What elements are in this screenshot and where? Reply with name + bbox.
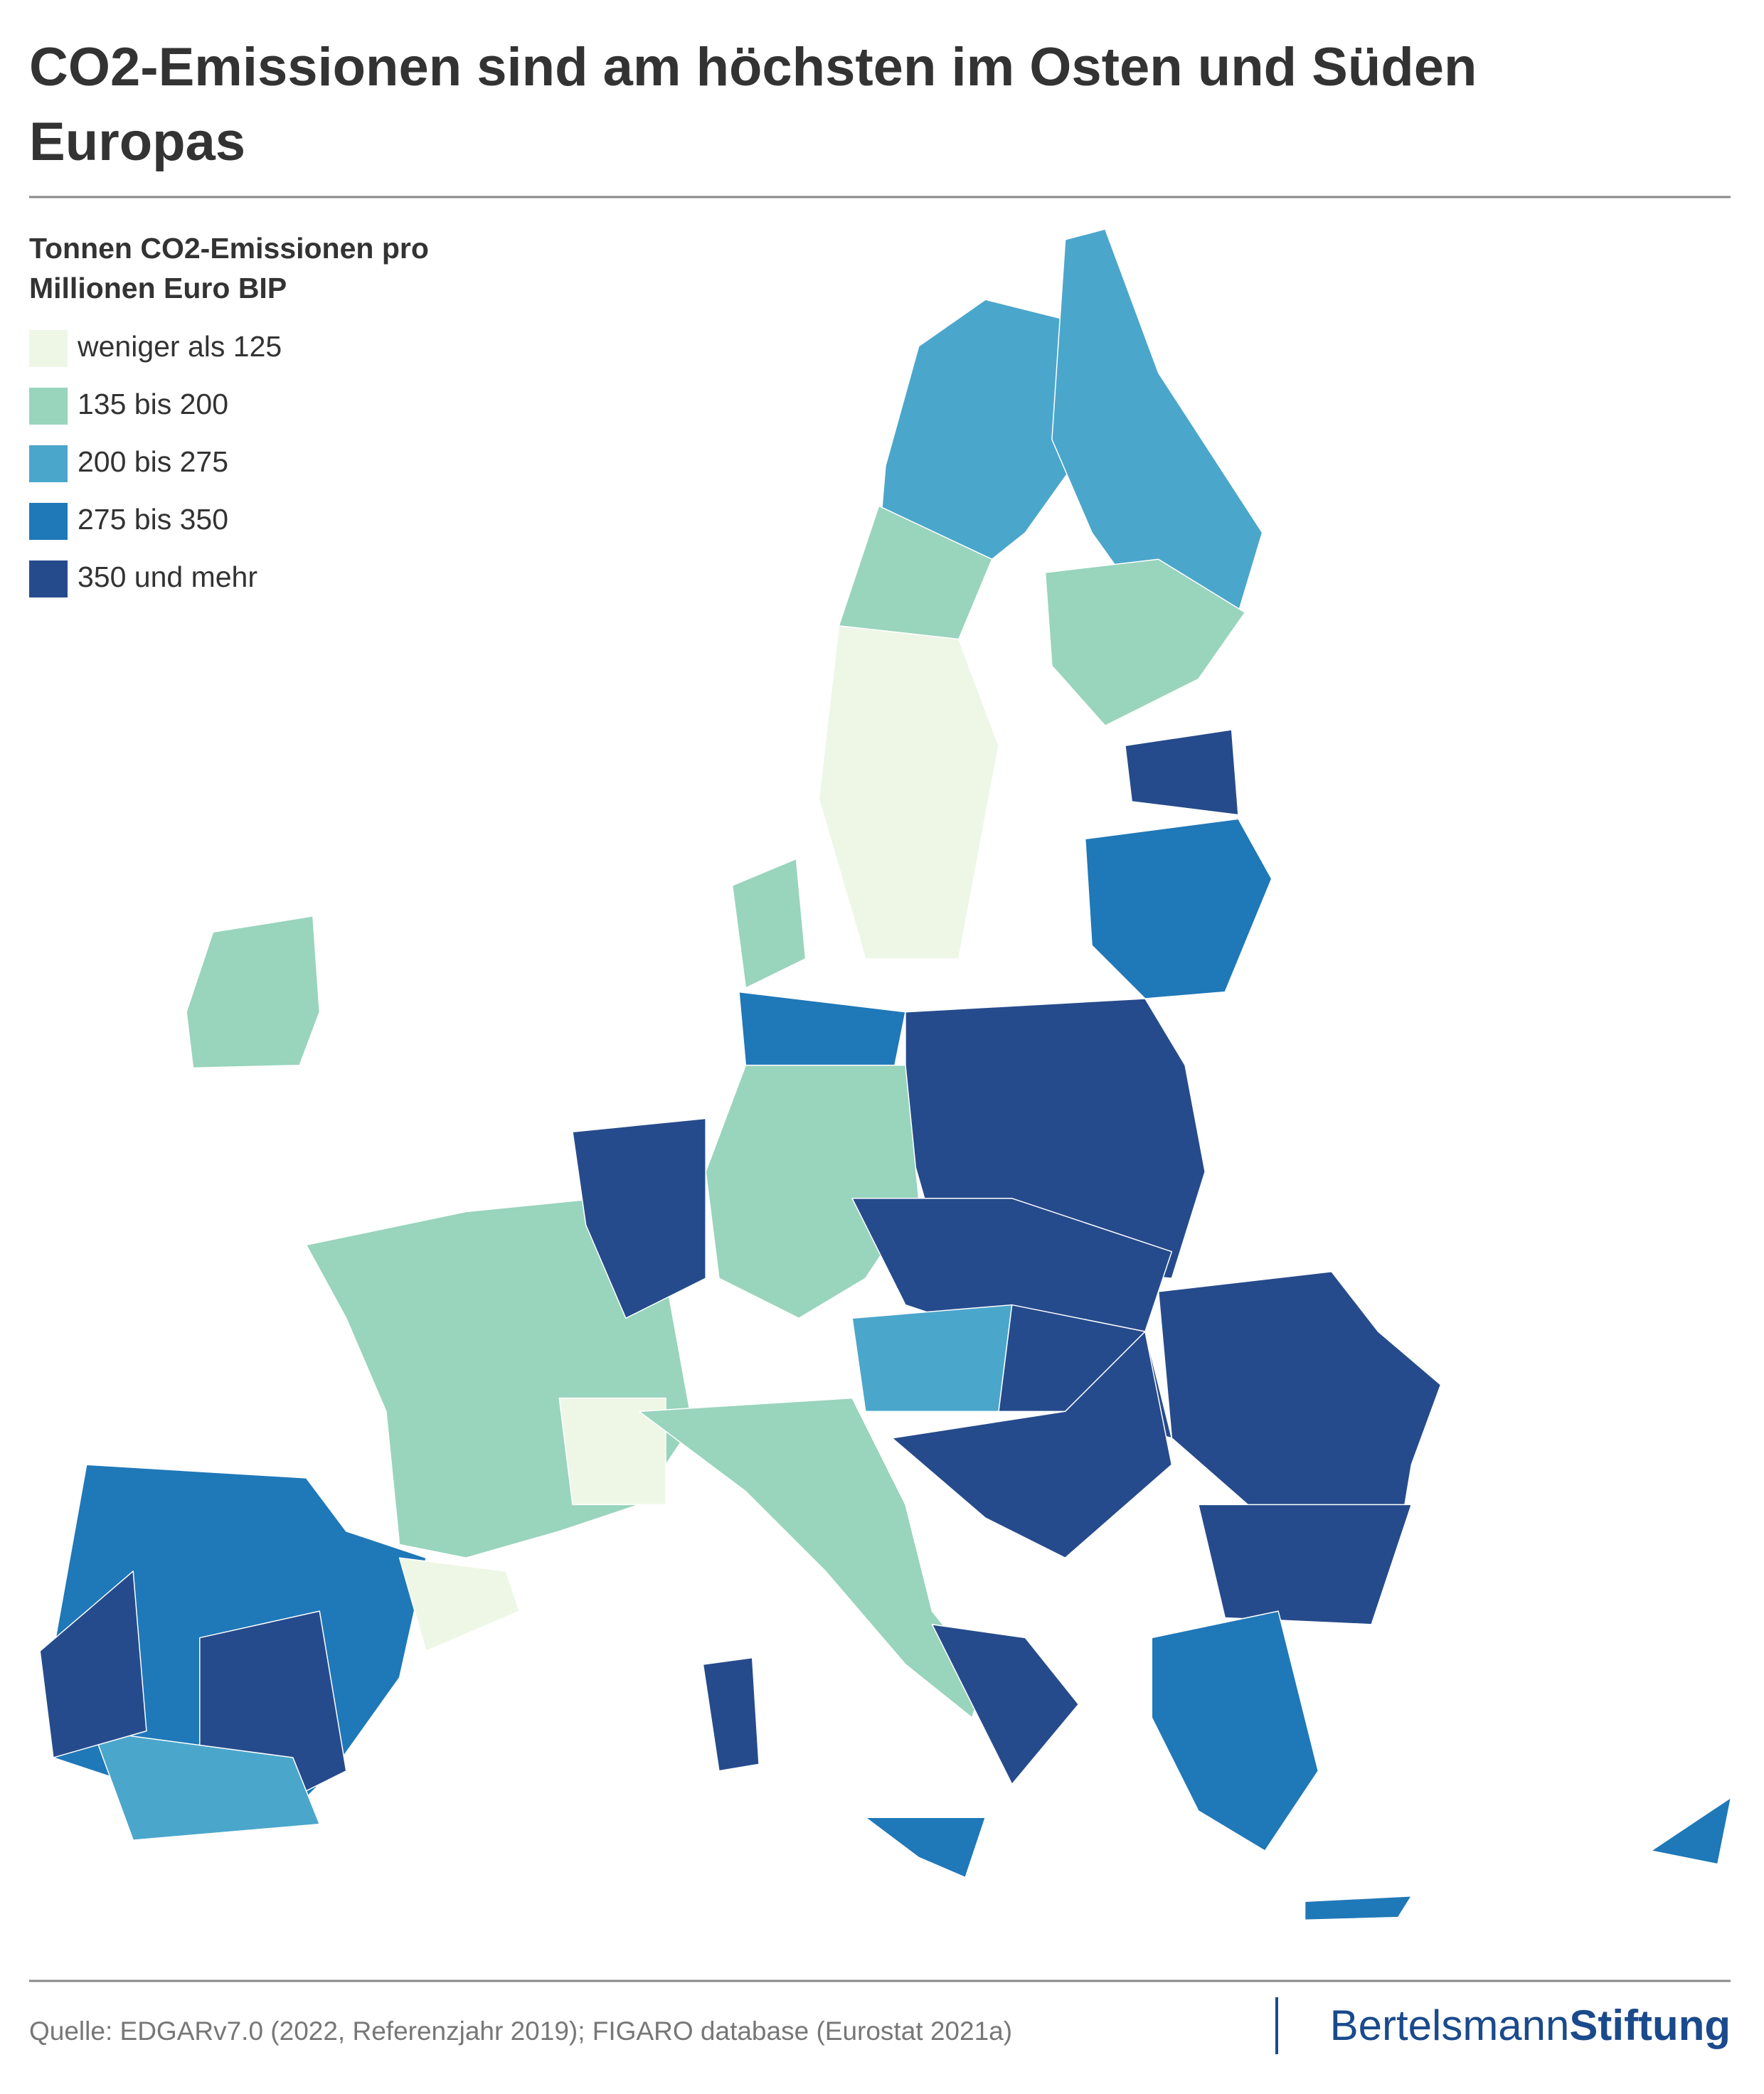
region bbox=[1650, 1797, 1732, 1865]
legend-label: 275 bis 350 bbox=[78, 503, 228, 536]
region bbox=[1157, 1271, 1442, 1546]
region bbox=[1198, 1504, 1413, 1625]
region bbox=[891, 1331, 1173, 1558]
legend-swatch bbox=[29, 445, 68, 482]
region bbox=[558, 1397, 666, 1506]
legend-swatch bbox=[29, 388, 68, 425]
region bbox=[39, 1570, 147, 1758]
region bbox=[1125, 729, 1239, 816]
logo-part: Stiftung bbox=[1569, 2002, 1731, 2049]
region bbox=[731, 858, 807, 989]
region bbox=[865, 1817, 987, 1878]
region bbox=[1151, 1610, 1319, 1851]
legend-label: weniger als 125 bbox=[77, 330, 282, 363]
legend-swatch bbox=[29, 330, 68, 367]
legend-title: Tonnen CO2-Emissionen pro bbox=[29, 232, 429, 265]
title: Europas bbox=[29, 112, 245, 172]
region bbox=[398, 1557, 520, 1652]
logo: BertelsmannStiftung bbox=[1330, 2002, 1731, 2049]
region bbox=[186, 915, 321, 1069]
region bbox=[92, 1730, 321, 1841]
map bbox=[39, 228, 1732, 1921]
title: CO2-Emissionen sind am höchsten im Osten… bbox=[29, 37, 1477, 97]
source: Quelle: EDGARv7.0 (2022, Referenzjahr 20… bbox=[29, 2016, 1012, 2046]
legend-swatch bbox=[29, 503, 68, 540]
region bbox=[931, 1624, 1080, 1785]
region bbox=[818, 625, 999, 960]
legend-label: 200 bis 275 bbox=[78, 445, 228, 478]
legend: weniger als 125 135 bis 200 200 bis 275 275… bbox=[29, 330, 282, 597]
region bbox=[1044, 558, 1246, 726]
legend-swatch bbox=[29, 560, 68, 597]
legend-title: Millionen Euro BIP bbox=[29, 272, 287, 304]
logo-part: Bertelsmann bbox=[1330, 2002, 1570, 2049]
region bbox=[851, 1304, 1013, 1413]
legend-label: 350 und mehr bbox=[78, 560, 257, 593]
region bbox=[705, 1064, 920, 1319]
region bbox=[1084, 818, 1272, 999]
region bbox=[1304, 1895, 1413, 1921]
legend-label: 135 bis 200 bbox=[78, 388, 228, 420]
region bbox=[702, 1657, 760, 1772]
region bbox=[572, 1117, 706, 1319]
